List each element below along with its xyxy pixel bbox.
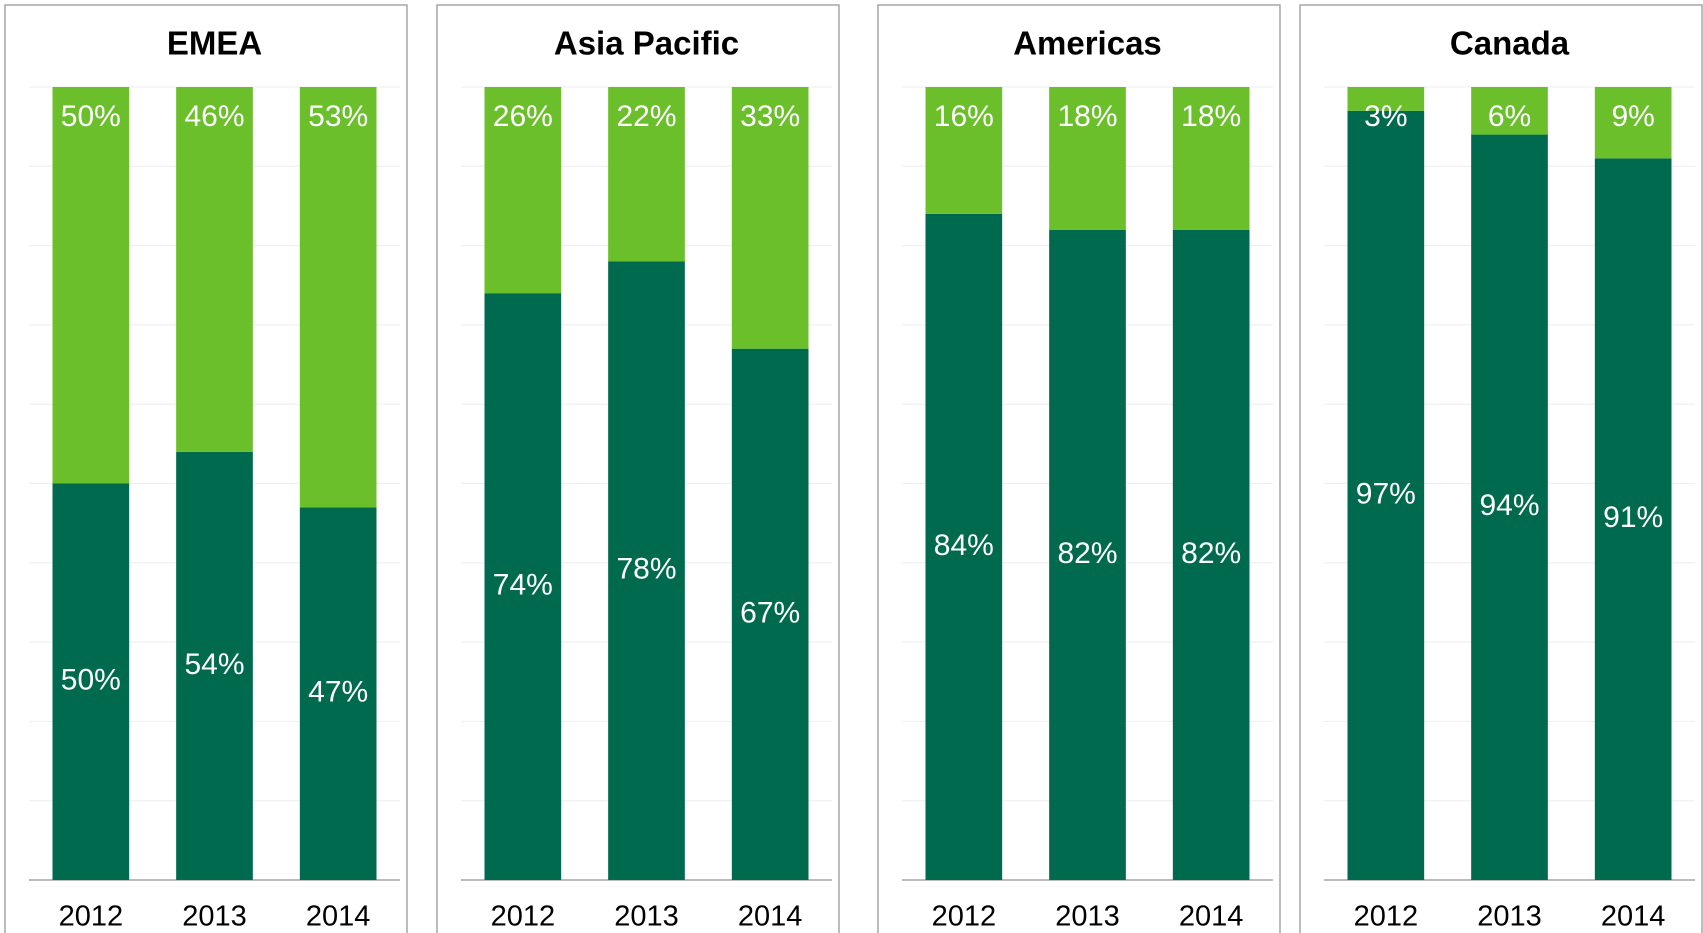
data-label: 94% [1479,489,1539,522]
data-label: 97% [1356,477,1416,510]
data-label: 18% [1181,100,1241,133]
x-tick-label: 2014 [1179,901,1244,933]
data-label: 84% [934,529,994,562]
bar-segment [1049,87,1126,230]
panel-title: EMEA [167,25,262,62]
bar-segment [1172,229,1250,881]
data-label: 82% [1181,537,1241,570]
bar-segment [1594,87,1672,159]
bar-segment [484,293,562,880]
data-label: 50% [61,100,121,133]
bar-segment [299,507,377,880]
bar-segment [1347,87,1425,111]
bar-segment [1347,110,1425,881]
x-tick-label: 2012 [491,901,556,933]
bar-segment [608,261,685,881]
bar-segment [1471,134,1548,880]
bar-segment [52,483,130,880]
bar-segment [608,87,685,262]
bar-segment [484,87,562,294]
data-label: 33% [740,100,800,133]
panel-border [1299,4,1703,933]
x-tick-label: 2012 [932,901,997,933]
data-label: 54% [184,648,244,681]
bar-segment [299,87,377,508]
panel-title: Americas [1013,25,1162,62]
bar-segment [52,87,130,484]
bar-segment [176,451,253,880]
bar-segment [925,87,1003,214]
x-tick-label: 2013 [1477,901,1542,933]
data-label: 16% [934,100,994,133]
panel-border [436,4,840,933]
panel-title: Canada [1450,25,1570,62]
bar-segment [925,213,1003,880]
x-tick-label: 2013 [1055,901,1120,933]
bar-segment [1594,158,1672,880]
x-tick-label: 2013 [182,901,247,933]
panel-title: Asia Pacific [554,25,739,62]
data-label: 47% [308,676,368,709]
x-tick-label: 2014 [306,901,371,933]
x-tick-label: 2012 [59,901,124,933]
x-tick-label: 2014 [738,901,803,933]
data-label: 6% [1488,100,1531,133]
data-label: 91% [1603,501,1663,534]
data-label: 82% [1057,537,1117,570]
data-label: 22% [616,100,676,133]
bar-segment [731,348,809,880]
data-label: 26% [493,100,553,133]
data-label: 50% [61,664,121,697]
data-label: 67% [740,596,800,629]
bar-segment [1049,229,1126,881]
x-tick-label: 2014 [1601,901,1666,933]
bar-segment [731,87,809,349]
bar-segment [176,87,253,452]
data-label: 9% [1611,100,1654,133]
data-label: 18% [1057,100,1117,133]
panel-border [877,4,1281,933]
data-label: 3% [1364,100,1407,133]
panel-border [4,4,408,933]
data-label: 46% [184,100,244,133]
bar-segment [1172,87,1250,230]
x-tick-label: 2013 [614,901,679,933]
data-label: 74% [493,569,553,602]
data-label: 53% [308,100,368,133]
x-tick-label: 2012 [1354,901,1419,933]
data-label: 78% [616,553,676,586]
bar-segment [1471,87,1548,135]
